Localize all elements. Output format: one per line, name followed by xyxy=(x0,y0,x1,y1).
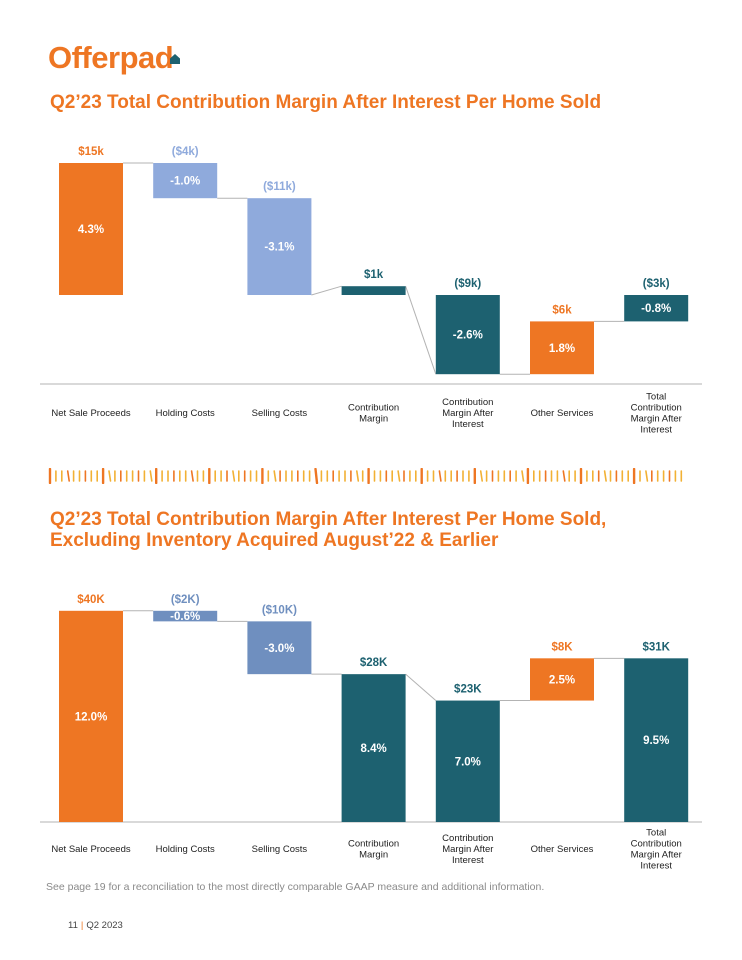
chart2-value-label-3: ($10K) xyxy=(262,604,297,616)
chart2-category-label-2: Holding Costs xyxy=(156,844,215,855)
house-icon xyxy=(170,54,180,64)
chart1-value-label-2: ($4k) xyxy=(172,146,199,158)
chart1-value-label-7: ($3k) xyxy=(643,278,670,290)
chart1-category-label-1: Net Sale Proceeds xyxy=(51,408,130,419)
page-period: Q2 2023 xyxy=(86,920,123,931)
chart2-pct-label-3: -3.0% xyxy=(264,643,294,655)
divider-tick xyxy=(562,470,566,482)
divider-tick xyxy=(479,470,484,482)
divider-tick xyxy=(438,470,442,482)
chart2-value-label-4: $28K xyxy=(360,657,388,669)
divider-tick xyxy=(397,470,401,482)
divider-tick xyxy=(314,468,319,484)
chart1-category-label-7: Total Contribution Margin After Interest xyxy=(631,392,682,436)
chart2-pct-label-4: 8.4% xyxy=(360,743,386,755)
chart2-bar-5 xyxy=(435,700,500,822)
chart1-bar-6 xyxy=(530,321,594,375)
chart1-bar-4 xyxy=(341,286,406,295)
chart2-pct-label-6: 2.5% xyxy=(549,674,575,686)
chart1-pct-label-5: -2.6% xyxy=(453,330,483,342)
chart1-value-label-3: ($11k) xyxy=(263,181,296,193)
page-footer: 11 | Q2 2023 xyxy=(68,920,123,931)
chart2-connector xyxy=(405,673,437,701)
divider-tick xyxy=(273,470,277,482)
chart1-value-label-6: $6k xyxy=(552,304,572,316)
divider-tick xyxy=(108,470,112,482)
chart2-pct-label-7: 9.5% xyxy=(643,735,669,747)
chart1-category-label-6: Other Services xyxy=(531,408,594,419)
chart1-category-label-5: Contribution Margin After Interest xyxy=(442,397,493,430)
chart1-pct-label-3: -3.1% xyxy=(264,242,294,254)
logo-wordmark: Offerpad xyxy=(48,40,174,75)
divider-tick xyxy=(190,470,194,482)
divider-tick xyxy=(355,470,360,482)
chart1-bar-2 xyxy=(153,163,218,199)
chart2-bar-4 xyxy=(341,674,406,822)
chart2-value-label-5: $23K xyxy=(454,684,482,696)
footnote: See page 19 for a reconciliation to the … xyxy=(46,881,545,893)
chart1-title: Q2’23 Total Contribution Margin After In… xyxy=(50,92,602,113)
chart2-bar-6 xyxy=(530,658,594,701)
chart2-pct-label-1: 12.0% xyxy=(75,711,108,723)
chart1-category-label-4: Contribution Margin xyxy=(348,403,399,425)
chart1-pct-label-7: -0.8% xyxy=(641,303,671,315)
chart2-category-label-3: Selling Costs xyxy=(252,844,308,855)
chart1-bar-1 xyxy=(59,163,123,295)
divider-tick xyxy=(149,470,153,482)
chart2-value-label-1: $40K xyxy=(77,594,105,606)
chart2-bar-2 xyxy=(153,610,218,622)
chart1-value-label-4: $1k xyxy=(364,269,384,281)
chart2-category-label-6: Other Services xyxy=(531,844,594,855)
chart1-pct-label-2: -1.0% xyxy=(170,176,200,188)
chart2-category-label-4: Contribution Margin xyxy=(348,839,399,861)
chart2-category-label-5: Contribution Margin After Interest xyxy=(442,833,493,866)
chart2-bar-1 xyxy=(59,610,123,822)
chart1-bar-7 xyxy=(624,295,689,322)
decorative-divider xyxy=(48,468,683,484)
chart1-bar-3 xyxy=(247,198,312,295)
chart1-category-label-3: Selling Costs xyxy=(252,408,308,419)
chart1-connector xyxy=(405,286,437,375)
page-separator: | xyxy=(80,920,84,931)
chart2-waterfall: $40K 12.0% Net Sale Proceeds ($2K) -0.6% Hold… xyxy=(40,594,702,872)
chart2-value-label-6: $8K xyxy=(551,641,573,653)
chart1-connector xyxy=(311,285,342,296)
divider-tick xyxy=(66,470,71,482)
chart1-waterfall: $15k 4.3% Net Sale Proceeds ($4k) -1.0% Holdi… xyxy=(40,146,702,436)
chart2-pct-label-5: 7.0% xyxy=(455,756,481,768)
chart2-bar-3 xyxy=(247,621,312,675)
divider-tick xyxy=(521,470,525,482)
divider-tick xyxy=(232,470,236,482)
chart1-value-label-5: ($9k) xyxy=(454,278,481,290)
chart2-bar-7 xyxy=(624,658,689,822)
divider-tick xyxy=(603,470,607,482)
chart1-bar-5 xyxy=(435,295,500,375)
chart2-pct-label-2: -0.6% xyxy=(170,611,200,623)
chart1-pct-label-1: 4.3% xyxy=(78,224,104,236)
page-number: 11 xyxy=(68,920,78,931)
chart1-pct-label-6: 1.8% xyxy=(549,343,575,355)
chart2-category-label-7: Total Contribution Margin After Interest xyxy=(631,828,682,872)
offerpad-logo: Offerpad xyxy=(48,38,180,78)
chart1-value-label-1: $15k xyxy=(78,146,104,158)
divider-tick xyxy=(645,470,649,482)
chart1-category-label-2: Holding Costs xyxy=(156,408,215,419)
chart2-category-label-1: Net Sale Proceeds xyxy=(51,844,130,855)
chart2-value-label-7: $31K xyxy=(642,641,670,653)
chart2-title: Q2’23 Total Contribution Margin After In… xyxy=(50,509,607,551)
chart2-value-label-2: ($2K) xyxy=(171,594,200,606)
